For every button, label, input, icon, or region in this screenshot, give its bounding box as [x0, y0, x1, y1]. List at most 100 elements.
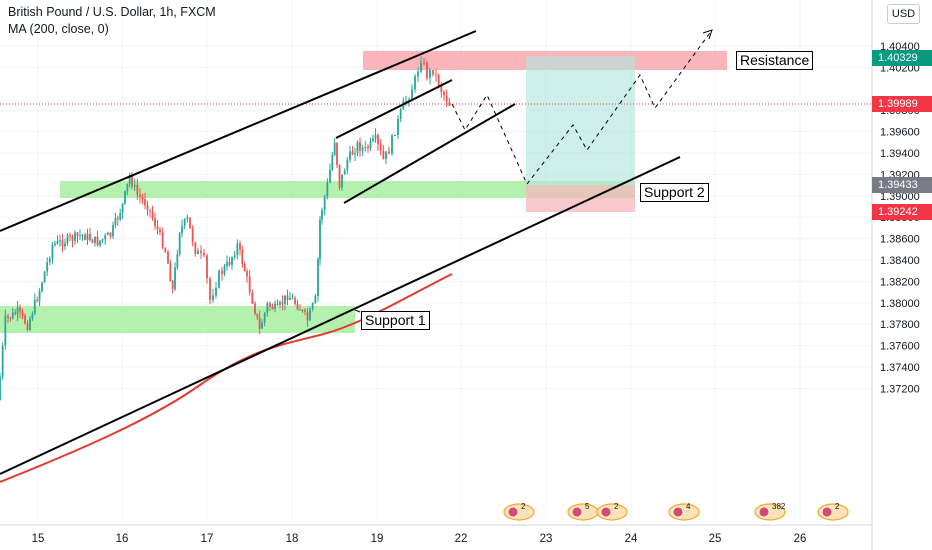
candle-body [251, 292, 254, 304]
candle-body [181, 225, 183, 234]
candle-body [319, 219, 321, 260]
candle-body [382, 150, 385, 159]
candle-body [159, 229, 161, 233]
x-tick-label: 26 [794, 533, 807, 545]
candle-body [66, 235, 69, 244]
y-tick-label: 1.37600 [880, 341, 920, 353]
candle-body [136, 184, 139, 195]
candle-body [367, 146, 369, 149]
candle-body [99, 240, 101, 246]
candle-body [176, 254, 179, 268]
candle-body [397, 118, 399, 135]
candle-body [43, 271, 46, 283]
candle-body [329, 169, 331, 183]
candle-body [21, 311, 24, 316]
candle-body [233, 255, 236, 258]
candle-body [109, 232, 112, 237]
candle-body [231, 257, 233, 265]
candle-body [385, 151, 387, 159]
candle-body [317, 259, 319, 297]
candle-body [351, 151, 354, 155]
event-count: 2 [614, 502, 619, 511]
candle-body [432, 69, 434, 75]
candle-body [112, 225, 114, 237]
flag-icon [672, 506, 684, 518]
y-tick-label: 1.38200 [880, 276, 920, 288]
candle-body [321, 210, 323, 220]
x-tick-label: 24 [625, 533, 638, 545]
candle-body [266, 303, 269, 313]
x-tick-label: 18 [286, 533, 299, 545]
candle-body [258, 317, 261, 329]
candle-body [203, 252, 205, 256]
candle-body [209, 278, 211, 300]
candle-body [154, 218, 156, 227]
candle-body [64, 243, 66, 247]
candle-body [121, 203, 124, 214]
candle-body [236, 243, 239, 256]
candle-body [391, 135, 393, 154]
candle-body [146, 205, 149, 210]
candle-body [448, 101, 451, 106]
candle-body [306, 311, 309, 321]
candle-body [309, 309, 311, 321]
candle-body [361, 147, 364, 151]
candle-body [1, 345, 4, 377]
candle-body [281, 302, 284, 305]
candle-body [7, 315, 9, 318]
candle-body [239, 243, 241, 250]
candle-body [189, 217, 191, 229]
candle-body [114, 218, 117, 226]
projected-path [451, 29, 713, 185]
candle-body [356, 142, 359, 154]
candle-body [423, 62, 425, 64]
candle-body [271, 306, 274, 310]
candle-body [106, 232, 109, 236]
x-tick-label: 17 [201, 533, 214, 545]
candle-body [299, 309, 301, 311]
candle-body [226, 261, 228, 267]
y-tick-label: 1.38000 [880, 298, 920, 310]
candle-body [48, 258, 51, 263]
candle-body [33, 299, 36, 314]
target-zone [526, 56, 635, 185]
candle-body [19, 307, 21, 312]
candle-body [254, 303, 256, 314]
candle-body [311, 303, 314, 310]
candle-body [359, 142, 361, 151]
candle-body [61, 240, 64, 247]
candle-body [426, 63, 428, 78]
candle-body [437, 74, 440, 86]
candle-body [124, 191, 126, 204]
y-tick-label: 1.37800 [880, 319, 920, 331]
candle-body [326, 182, 329, 197]
candle-body [399, 109, 402, 119]
candle-body [131, 175, 133, 187]
candle-body [445, 95, 448, 102]
candle-body [183, 219, 186, 226]
indicator-legend[interactable]: MA (200, close, 0) [8, 22, 109, 36]
candle-body [411, 89, 413, 100]
candle-body [408, 99, 410, 101]
candle-body [26, 323, 29, 330]
candle-body [167, 251, 169, 264]
flag-icon [507, 506, 519, 518]
candle-body [261, 322, 263, 329]
flag-icon [821, 506, 833, 518]
candle-body [79, 235, 81, 237]
candle-body [301, 309, 304, 311]
event-count: 2 [521, 502, 526, 511]
currency-button[interactable]: USD [887, 4, 920, 24]
candle-body [314, 296, 317, 304]
candle-body [128, 175, 131, 184]
y-tick-label: 1.37400 [880, 362, 920, 374]
candle-body [11, 312, 14, 319]
candle-body [51, 244, 54, 259]
candle-body [46, 262, 49, 272]
candle-body [263, 312, 266, 323]
candle-body [440, 85, 443, 93]
symbol-title[interactable]: British Pound / U.S. Dollar, 1h, FXCM [8, 5, 216, 19]
support2-label: Support 2 [640, 183, 709, 202]
projected-path-arrowhead [702, 29, 713, 40]
